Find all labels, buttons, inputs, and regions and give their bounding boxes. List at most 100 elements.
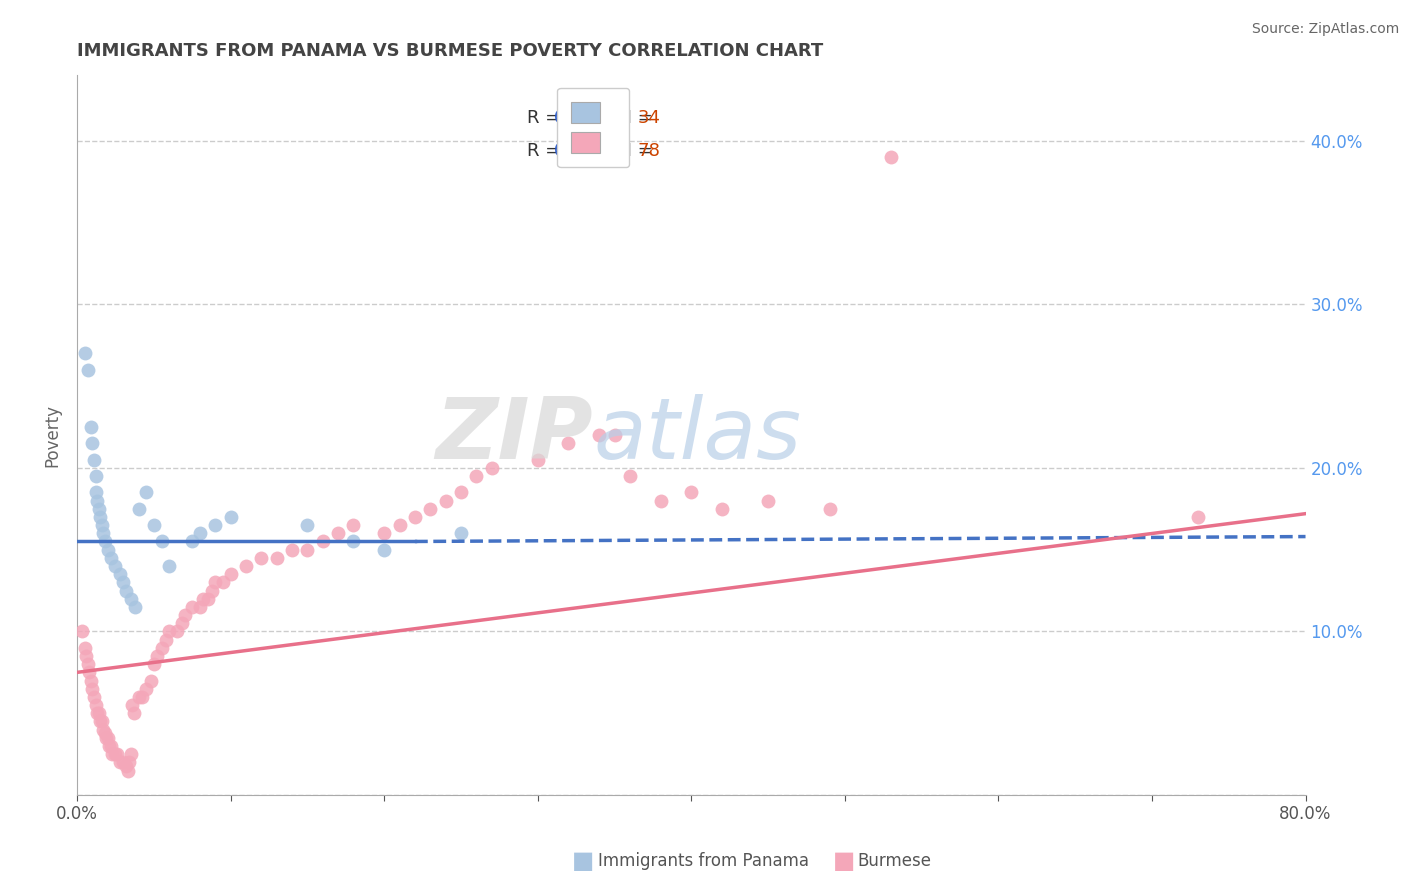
- Point: [112, 756, 135, 770]
- Text: ZIP: ZIP: [436, 393, 593, 476]
- Point: [128, 690, 150, 704]
- Point: [419, 501, 441, 516]
- Point: [188, 599, 211, 614]
- Text: 34: 34: [637, 110, 661, 128]
- Point: [98, 739, 121, 753]
- Point: [96, 731, 118, 745]
- Point: [108, 756, 131, 770]
- Point: [756, 493, 779, 508]
- Point: [90, 518, 112, 533]
- Point: [91, 526, 114, 541]
- Point: [588, 428, 610, 442]
- Point: [115, 758, 138, 772]
- Point: [212, 575, 235, 590]
- Text: R =: R =: [527, 110, 565, 128]
- Point: [373, 542, 395, 557]
- Point: [197, 591, 219, 606]
- Point: [342, 534, 364, 549]
- Point: [157, 624, 180, 639]
- Point: [97, 731, 120, 745]
- Point: [108, 567, 131, 582]
- Point: [84, 485, 107, 500]
- Point: [82, 681, 104, 696]
- Point: [105, 747, 128, 761]
- Point: [181, 534, 204, 549]
- Point: [373, 526, 395, 541]
- Point: [83, 452, 105, 467]
- Point: [104, 559, 127, 574]
- Point: [104, 747, 127, 761]
- Point: [118, 756, 141, 770]
- Point: [681, 485, 703, 500]
- Point: [204, 518, 226, 533]
- Point: [91, 723, 114, 737]
- Point: [83, 690, 105, 704]
- Point: [157, 559, 180, 574]
- Point: [450, 526, 472, 541]
- Point: [93, 726, 115, 740]
- Point: [89, 510, 111, 524]
- Point: [146, 648, 169, 663]
- Point: [135, 485, 157, 500]
- Point: [122, 706, 145, 721]
- Point: [124, 599, 146, 614]
- Legend: , : ,: [557, 87, 628, 168]
- Point: [139, 673, 162, 688]
- Point: [79, 665, 101, 680]
- Point: [100, 739, 122, 753]
- Text: IMMIGRANTS FROM PANAMA VS BURMESE POVERTY CORRELATION CHART: IMMIGRANTS FROM PANAMA VS BURMESE POVERT…: [77, 42, 824, 60]
- Point: [70, 624, 93, 639]
- Point: [84, 698, 107, 712]
- Point: [880, 150, 903, 164]
- Point: [135, 681, 157, 696]
- Point: [101, 747, 124, 761]
- Point: [76, 657, 98, 672]
- Point: [603, 428, 626, 442]
- Y-axis label: Poverty: Poverty: [44, 404, 60, 467]
- Point: [465, 469, 488, 483]
- Point: [250, 550, 273, 565]
- Point: [191, 591, 214, 606]
- Point: [650, 493, 672, 508]
- Point: [266, 550, 288, 565]
- Text: atlas: atlas: [593, 393, 801, 476]
- Point: [434, 493, 457, 508]
- Point: [93, 534, 115, 549]
- Text: ■: ■: [832, 849, 855, 872]
- Point: [142, 657, 165, 672]
- Point: [181, 599, 204, 614]
- Point: [166, 624, 188, 639]
- Point: [73, 640, 96, 655]
- Point: [235, 559, 257, 574]
- Point: [73, 346, 96, 360]
- Point: [87, 501, 110, 516]
- Point: [173, 608, 195, 623]
- Point: [86, 706, 108, 721]
- Point: [76, 362, 98, 376]
- Point: [281, 542, 304, 557]
- Point: [131, 690, 153, 704]
- Point: [201, 583, 224, 598]
- Point: [342, 518, 364, 533]
- Point: [170, 616, 193, 631]
- Point: [711, 501, 734, 516]
- Point: [90, 714, 112, 729]
- Point: [219, 567, 242, 582]
- Point: [121, 698, 143, 712]
- Point: [82, 436, 104, 450]
- Point: [120, 591, 142, 606]
- Point: [97, 542, 120, 557]
- Point: [818, 501, 841, 516]
- Text: 0.014: 0.014: [554, 110, 605, 128]
- Text: R =: R =: [527, 142, 565, 160]
- Point: [128, 501, 150, 516]
- Point: [150, 534, 173, 549]
- Text: N =: N =: [606, 142, 658, 160]
- Point: [326, 526, 349, 541]
- Point: [87, 706, 110, 721]
- Point: [204, 575, 226, 590]
- Point: [557, 436, 579, 450]
- Text: Source: ZipAtlas.com: Source: ZipAtlas.com: [1251, 22, 1399, 37]
- Point: [312, 534, 335, 549]
- Point: [115, 583, 138, 598]
